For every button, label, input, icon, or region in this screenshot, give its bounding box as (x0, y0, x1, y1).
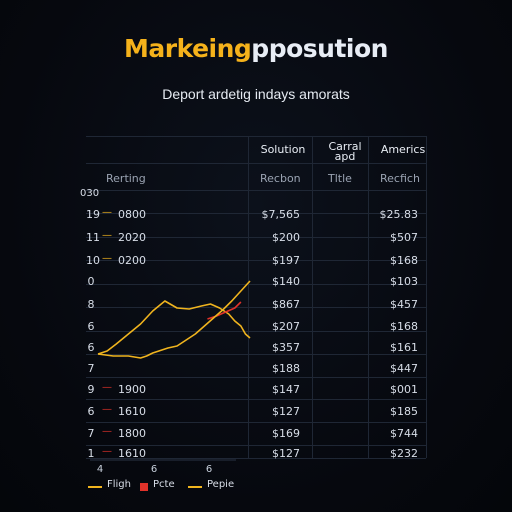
x-tick-label: 4 (97, 464, 103, 475)
row-index: 6 (87, 341, 95, 354)
grid-line-h (86, 237, 426, 238)
grid-line-h (86, 136, 426, 137)
row-tick: — (102, 426, 112, 437)
row-value-3: $447 (390, 362, 418, 375)
legend-swatch (140, 483, 148, 491)
row-value-1: $127 (272, 405, 300, 418)
grid-line-h (86, 354, 426, 355)
row-code: 1900 (118, 383, 146, 396)
x-tick-label: 6 (206, 464, 212, 475)
x-tick-label: 6 (151, 464, 157, 475)
row-index: 9 (87, 383, 95, 396)
page-title: Markeingpposution (0, 34, 512, 63)
row-tick: — (102, 253, 112, 264)
row-value-1: $867 (272, 298, 300, 311)
row-value-3: $507 (390, 231, 418, 244)
row-tick: — (102, 404, 112, 415)
title-accent: Markeing (124, 34, 252, 63)
title-rest: pposution (251, 34, 388, 63)
column-subheader: Recfich (380, 172, 420, 185)
row-code: 1610 (118, 447, 146, 460)
grid-line-h (86, 213, 426, 214)
row-value-1: $7,565 (261, 208, 301, 221)
row-index: 8 (87, 298, 95, 311)
row-index: 7 (87, 362, 95, 375)
legend-swatch (88, 486, 102, 488)
legend-label: Fligh (107, 479, 131, 490)
row-value-1: $357 (272, 341, 300, 354)
row-value-1: $207 (272, 320, 300, 333)
grid-line-h (86, 284, 426, 285)
row-code: 0200 (118, 254, 146, 267)
row-value-3: $185 (390, 405, 418, 418)
grid-line-h (86, 260, 426, 261)
grid-line-h (86, 331, 426, 332)
grid-line-h (86, 458, 426, 459)
column-header: Carral apd (328, 140, 362, 163)
row-index: 7 (87, 427, 95, 440)
row-value-1: $169 (272, 427, 300, 440)
grid-line-v (312, 136, 313, 458)
row-tick: — (102, 446, 112, 457)
page-subtitle: Deport ardetig indays amorats (162, 86, 350, 102)
row-value-3: $25.83 (379, 208, 419, 221)
grid-line-v (248, 136, 249, 458)
row-tick: — (102, 207, 112, 218)
grid-line-h (86, 445, 426, 446)
grid-line-h (86, 190, 426, 191)
row-value-1: $197 (272, 254, 300, 267)
grid-line-v (368, 136, 369, 458)
grid-line-h (86, 163, 426, 164)
row-value-3: $232 (390, 447, 418, 460)
legend-swatch (188, 486, 202, 488)
row-value-3: $103 (390, 275, 418, 288)
row-tick: — (102, 230, 112, 241)
row-code: 0800 (118, 208, 146, 221)
series-line-pepie (97, 280, 251, 359)
legend-label: Pcte (153, 479, 175, 490)
column-subheader: Rerting (106, 172, 146, 185)
grid-line-h (86, 307, 426, 308)
row-code: 1800 (118, 427, 146, 440)
grid-line-h (86, 399, 426, 400)
row-value-1: $147 (272, 383, 300, 396)
row-value-1: $188 (272, 362, 300, 375)
row-index: 0 (87, 275, 95, 288)
column-header: Solution (260, 143, 306, 156)
row-index: 1 (87, 447, 95, 460)
row-value-3: $161 (390, 341, 418, 354)
row-value-3: $457 (390, 298, 418, 311)
series-line-fligh (97, 300, 251, 355)
row-index: 6 (87, 320, 95, 333)
row-index: 6 (87, 405, 95, 418)
column-subheader: Tltle (328, 172, 352, 185)
row-value-3: $168 (390, 254, 418, 267)
legend-label: Pepie (207, 479, 235, 490)
row-value-1: $200 (272, 231, 300, 244)
row-value-1: $140 (272, 275, 300, 288)
grid-line-v (426, 136, 427, 458)
row-value-3: $744 (390, 427, 418, 440)
grid-line-h (86, 422, 426, 423)
row-value-1: $127 (272, 447, 300, 460)
column-header: Americs (380, 143, 426, 156)
row-value-3: $168 (390, 320, 418, 333)
grid-line-h (86, 377, 426, 378)
row-value-3: $001 (390, 383, 418, 396)
row-code: 2020 (118, 231, 146, 244)
column-subheader: Recbon (260, 172, 301, 185)
row-code: 1610 (118, 405, 146, 418)
row-tick: — (102, 382, 112, 393)
axis-top-label: 030 (80, 188, 100, 199)
